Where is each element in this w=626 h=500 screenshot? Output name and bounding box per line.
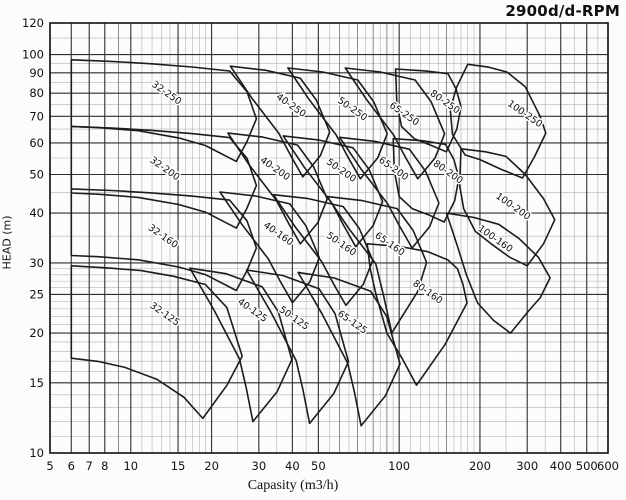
region-label-32-200: 32-200	[148, 155, 182, 183]
region-outline-100-250	[449, 63, 547, 179]
x-tick-label: 400	[550, 459, 572, 473]
y-tick-label: 25	[29, 287, 44, 301]
x-axis-title: Capasity (m3/h)	[247, 478, 339, 493]
region-outline-50-200	[282, 135, 384, 248]
y-axis-title: HEAD (m)	[0, 215, 14, 270]
x-tick-label: 600	[597, 459, 619, 473]
x-tick-label: 40	[285, 459, 300, 473]
region-outline-80-250	[394, 68, 462, 153]
y-tick-label: 90	[29, 66, 44, 80]
chart-title: 2900d/d-RPM	[505, 2, 620, 20]
region-outline-50-125	[245, 269, 350, 425]
x-tick-label: 20	[204, 459, 219, 473]
region-outline-32-250	[70, 59, 258, 163]
y-tick-label: 20	[29, 326, 44, 340]
region-outline-40-250	[229, 65, 331, 178]
region-outline-50-250	[287, 67, 388, 180]
region-label-32-160: 32-160	[146, 223, 180, 251]
region-outline-40-200	[227, 132, 328, 245]
x-tick-label: 50	[311, 459, 326, 473]
x-tick-label: 7	[86, 459, 93, 473]
y-tick-label: 40	[29, 206, 44, 220]
region-label-40-160: 40-160	[261, 220, 295, 248]
region-label-50-250: 50-250	[335, 95, 369, 123]
region-label-40-200: 40-200	[258, 155, 292, 183]
region-outline-100-200	[458, 148, 556, 267]
region-outline-65-160	[326, 195, 428, 334]
region-outline-65-125	[297, 271, 401, 427]
x-tick-label: 5	[46, 459, 53, 473]
pump-regions	[70, 59, 556, 427]
x-tick-label: 6	[68, 459, 75, 473]
x-tick-label: 30	[252, 459, 267, 473]
region-label-100-160: 100-160	[476, 223, 515, 255]
region-outline-100-160	[445, 212, 551, 334]
region-label-80-160: 80-160	[411, 278, 445, 306]
grid-minor-lines	[50, 23, 608, 453]
region-label-40-250: 40-250	[274, 92, 308, 120]
y-tick-label: 30	[29, 256, 44, 270]
plot-border	[49, 22, 609, 454]
x-tick-label: 500	[576, 459, 598, 473]
region-outline-65-250	[344, 67, 446, 180]
x-tick-label: 100	[388, 459, 410, 473]
x-tick-label: 10	[123, 459, 138, 473]
region-outline-40-125	[189, 267, 293, 423]
region-outline-32-200	[70, 125, 258, 229]
y-tick-label: 60	[29, 136, 44, 150]
y-tick-label: 70	[29, 109, 44, 123]
region-outline-32-125	[70, 265, 243, 420]
y-tick-label: 10	[29, 446, 44, 460]
x-tick-label: 8	[101, 459, 108, 473]
x-tick-label: 300	[516, 459, 538, 473]
region-outline-80-200	[392, 137, 460, 223]
y-tick-labels: 120 100 90 80 70 60 50 40 30 25 20 15 10	[22, 16, 44, 460]
y-tick-label: 100	[22, 48, 44, 62]
y-tick-label: 120	[22, 16, 44, 30]
x-tick-label: 15	[171, 459, 186, 473]
region-outline-65-200	[338, 136, 440, 249]
y-tick-label: 80	[29, 86, 44, 100]
x-tick-label: 200	[469, 459, 491, 473]
region-outline-80-160	[366, 243, 468, 386]
x-tick-labels: 5 6 7 8 10 15 20 30 40 50 100 200 300 400 500 600	[46, 459, 619, 473]
region-outline-40-160	[219, 191, 321, 304]
y-tick-label: 50	[29, 167, 44, 181]
region-label-100-200: 100-200	[493, 191, 532, 223]
y-tick-label: 15	[29, 376, 44, 390]
